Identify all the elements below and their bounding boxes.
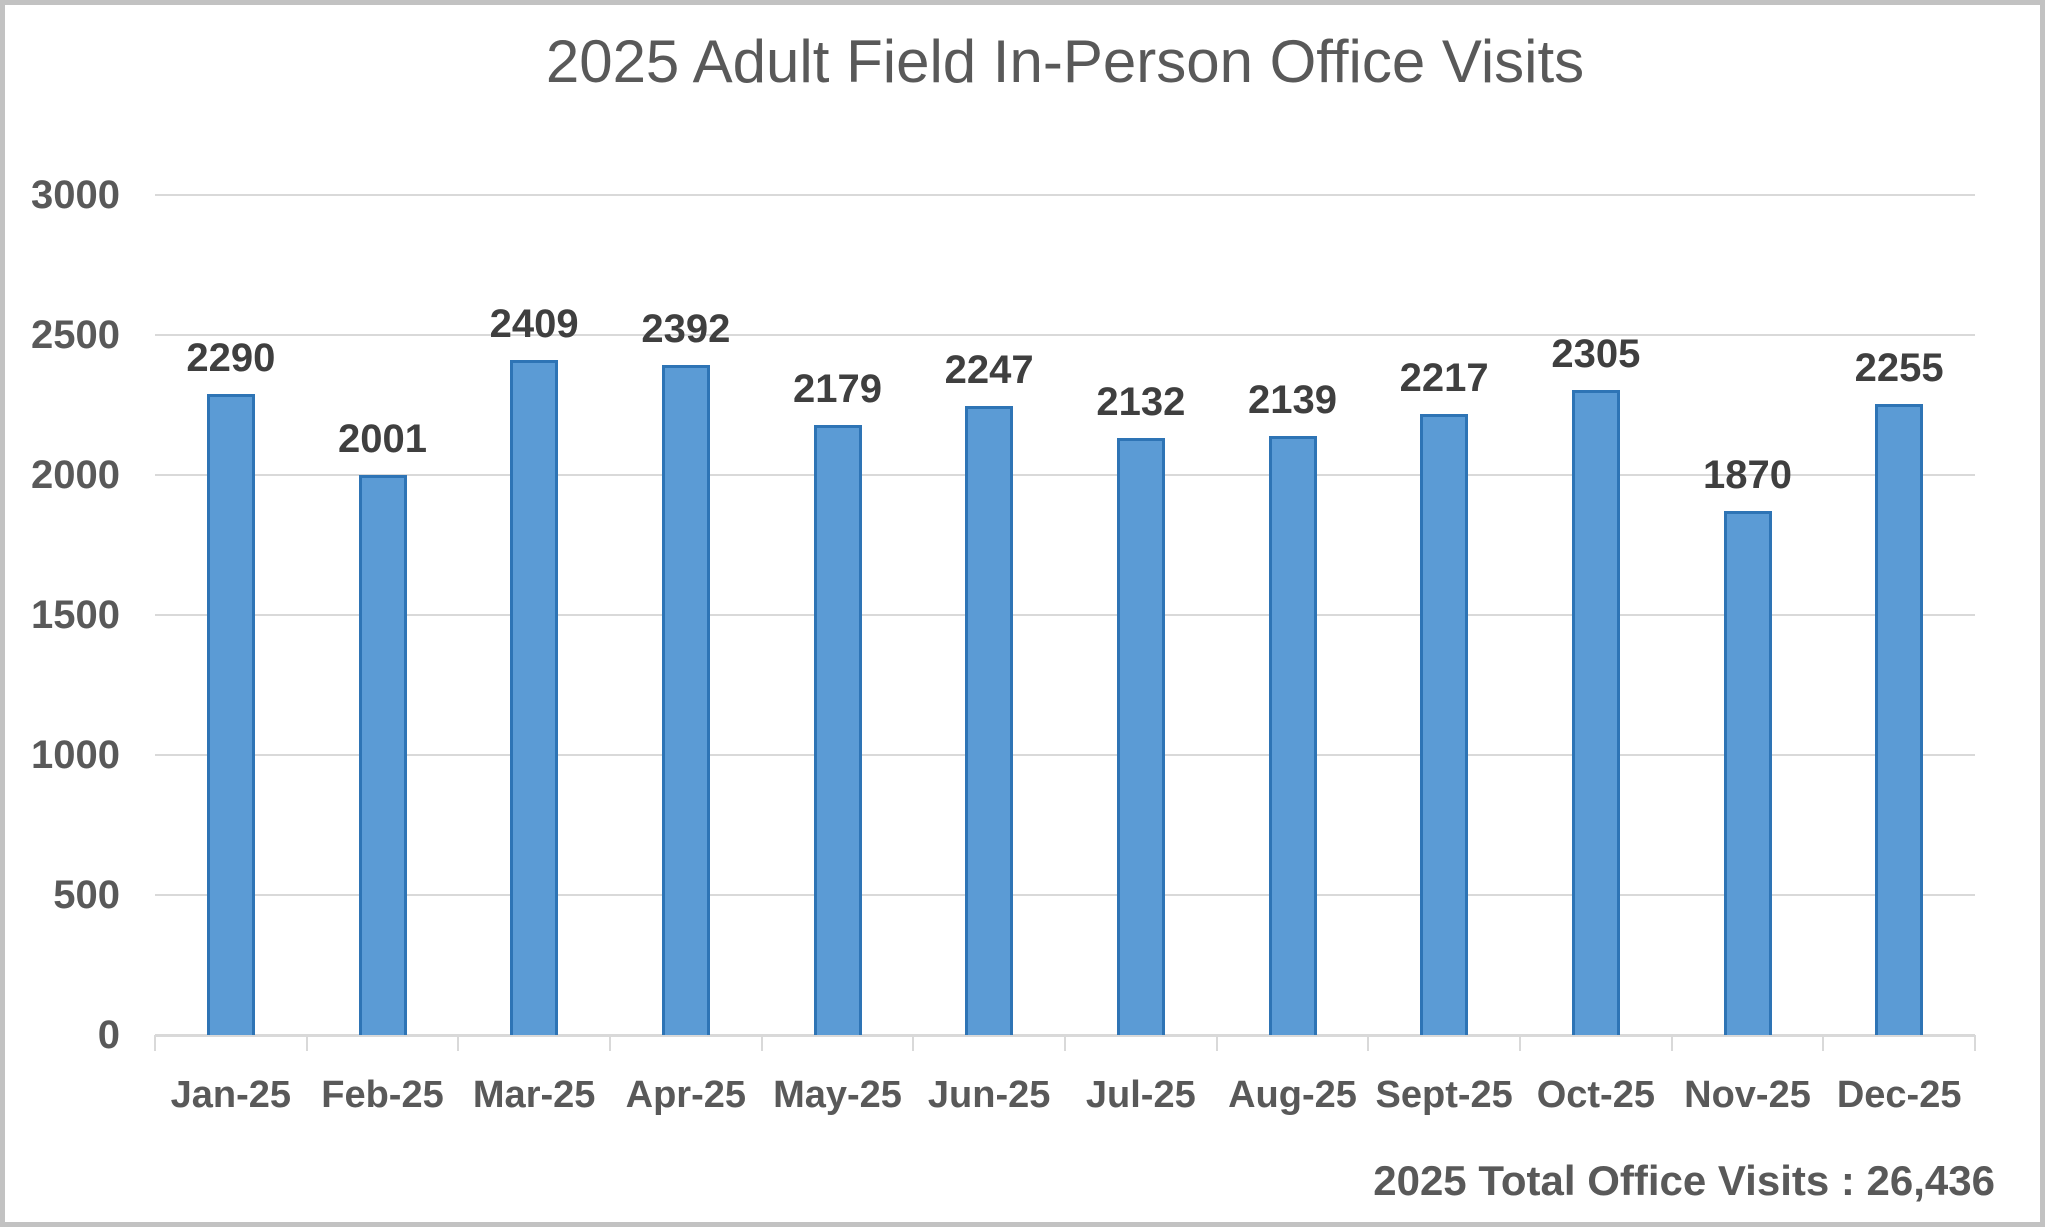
- x-axis-tick: [457, 1035, 460, 1051]
- x-axis-tick: [1367, 1035, 1370, 1051]
- y-axis-tick-label-0: 0: [97, 1013, 120, 1057]
- x-axis-label-mar-25: Mar-25: [472, 1074, 596, 1116]
- bar-value-label-dec-25: 2255: [1854, 345, 1944, 390]
- x-axis-label-jun-25: Jun-25: [927, 1074, 1051, 1116]
- bar-value-label-jun-25: 2247: [944, 347, 1034, 392]
- bar-jun-25: [965, 405, 1014, 1035]
- x-axis-tick: [1974, 1035, 1976, 1051]
- x-axis-label-dec-25: Dec-25: [1836, 1074, 1962, 1116]
- gridline-1000: [155, 754, 1975, 756]
- x-axis-tick: [1670, 1035, 1673, 1051]
- bar-oct-25: [1571, 389, 1620, 1035]
- x-axis-label-jan-25: Jan-25: [170, 1074, 292, 1116]
- bar-value-label-may-25: 2179: [792, 366, 882, 411]
- bar-value-label-sept-25: 2217: [1399, 356, 1489, 401]
- gridline-500: [155, 894, 1975, 896]
- plot-area: 2290 Jan-25 2001 Feb-25 2409 Mar-25 2392 Apr-25…: [154, 194, 1976, 1116]
- x-axis-label-nov-25: Nov-25: [1684, 1074, 1811, 1116]
- bar-jan-25: [206, 393, 255, 1035]
- bar-value-label-oct-25: 2305: [1551, 331, 1641, 376]
- x-axis-label-feb-25: Feb-25: [321, 1074, 444, 1116]
- gridline-1500: [155, 614, 1975, 616]
- y-axis-tick-label-2500: 2500: [31, 313, 120, 357]
- x-axis-label-sept-25: Sept-25: [1375, 1074, 1513, 1116]
- bar-apr-25: [661, 365, 710, 1035]
- x-axis-label-jul-25: Jul-25: [1085, 1074, 1196, 1116]
- x-axis-tick: [1822, 1035, 1825, 1051]
- bar-value-label-feb-25: 2001: [337, 416, 427, 461]
- gridline-2000: [155, 474, 1975, 476]
- x-axis-tick: [760, 1035, 763, 1051]
- y-axis-tick-label-500: 500: [53, 873, 120, 917]
- bar-aug-25: [1268, 436, 1317, 1035]
- x-axis-label-aug-25: Aug-25: [1228, 1074, 1357, 1116]
- gridline-2500: [155, 334, 1975, 336]
- bar-value-label-apr-25: 2392: [641, 307, 731, 352]
- x-axis-tick: [1519, 1035, 1521, 1051]
- bar-feb-25: [358, 474, 407, 1035]
- x-axis-tick: [1064, 1035, 1066, 1051]
- x-axis-tick: [154, 1035, 156, 1051]
- x-axis-tick: [609, 1035, 611, 1051]
- x-axis-label-oct-25: Oct-25: [1536, 1074, 1655, 1116]
- x-axis-tick: [1215, 1035, 1218, 1051]
- x-axis-tick: [912, 1035, 915, 1051]
- bar-may-25: [813, 424, 862, 1035]
- bar-value-label-jul-25: 2132: [1096, 380, 1186, 425]
- bar-nov-25: [1723, 511, 1772, 1035]
- chart-title: 2025 Adult Field In-Person Office Visits: [545, 28, 1585, 95]
- x-axis-label-apr-25: Apr-25: [625, 1074, 747, 1116]
- bar-sept-25: [1420, 414, 1469, 1035]
- y-axis-tick-label-3000: 3000: [31, 173, 120, 217]
- bar-jul-25: [1116, 438, 1165, 1035]
- x-axis-tick: [305, 1035, 308, 1051]
- bar-value-label-mar-25: 2409: [489, 302, 579, 347]
- bar-value-label-nov-25: 1870: [1702, 453, 1792, 498]
- bar-value-label-jan-25: 2290: [186, 335, 276, 380]
- bar-mar-25: [510, 360, 559, 1035]
- y-axis-tick-label-1500: 1500: [31, 593, 120, 637]
- gridline-3000: [155, 194, 1975, 196]
- total-office-visits-label: 2025 Total Office Visits : 26,436: [1373, 1157, 1995, 1204]
- x-axis-label-may-25: May-25: [773, 1074, 902, 1116]
- y-axis-tick-label-1000: 1000: [31, 733, 120, 777]
- y-axis-tick-label-2000: 2000: [31, 453, 120, 497]
- bar-value-label-aug-25: 2139: [1247, 378, 1337, 423]
- bar-dec-25: [1875, 403, 1924, 1035]
